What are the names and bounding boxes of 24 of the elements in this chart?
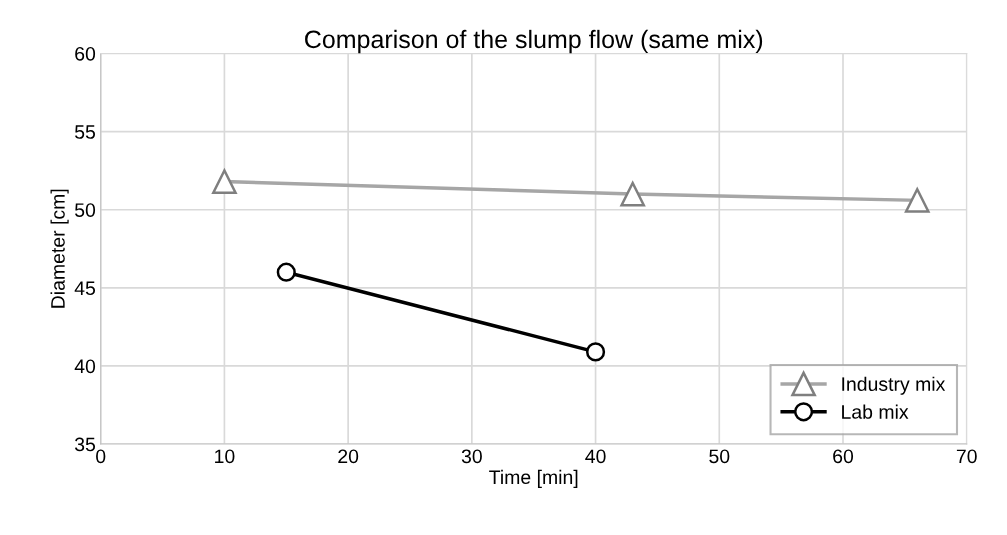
x-tick-label: 20 — [338, 449, 359, 464]
x-axis-title: Time [min] — [489, 469, 578, 488]
x-tick-label: 40 — [585, 449, 606, 464]
legend-label: Lab mix — [842, 404, 909, 419]
y-tick-label: 40 — [74, 359, 96, 374]
x-tick-label: 60 — [833, 449, 854, 464]
chart-title: Comparison of the slump flow (same mix) — [305, 29, 763, 54]
point — [585, 342, 606, 362]
x-tick-label: 70 — [956, 449, 977, 464]
point — [904, 187, 930, 213]
x-tick-label: 30 — [461, 449, 482, 464]
y-tick-label: 45 — [74, 281, 96, 296]
y-axis-title: Diameter [cm] — [50, 189, 69, 308]
y-tick-label: 35 — [74, 437, 96, 452]
point — [620, 181, 646, 207]
y-tick-label: 50 — [74, 203, 96, 217]
x-tick-label: 0 — [96, 449, 106, 464]
x-tick-label: 10 — [215, 449, 235, 464]
legend-label: Industry mix — [842, 376, 946, 395]
y-tick-label: 55 — [74, 125, 96, 139]
point — [212, 169, 237, 194]
point — [276, 262, 296, 282]
x-tick-label: 50 — [709, 449, 730, 464]
y-tick-label: 60 — [75, 46, 96, 61]
